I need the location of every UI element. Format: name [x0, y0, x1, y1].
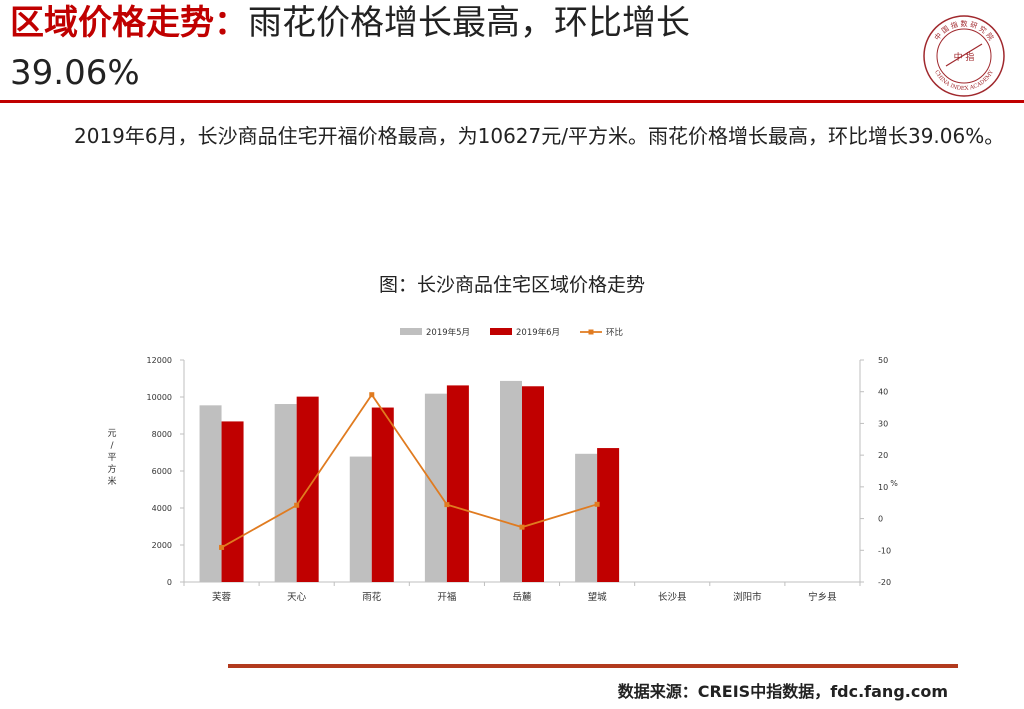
y2-tick-label: 30	[878, 419, 888, 428]
x-tick-label: 雨花	[362, 591, 382, 603]
y-tick-label: 8000	[152, 430, 172, 439]
title-divider	[0, 100, 1024, 103]
bar-may	[274, 404, 297, 582]
y-tick-label: 2000	[152, 541, 172, 550]
y-axis-label-char: /	[110, 441, 114, 451]
data-source: 数据来源：CREIS中指数据，fdc.fang.com	[617, 682, 948, 701]
y-axis-label-char: 平	[107, 452, 116, 463]
x-tick-label: 芙蓉	[212, 591, 232, 603]
y-tick-label: 12000	[147, 356, 172, 365]
y-axis-label-char: 方	[107, 463, 116, 475]
page-title-rest: 雨花价格增长最高，环比增长	[248, 3, 690, 43]
x-tick-label: 望城	[588, 591, 608, 603]
bar-may	[500, 380, 522, 582]
china-index-academy-logo: 中 国 指 数 研 究 院 CHINA INDEX ACADEMY 中 指	[923, 15, 1005, 97]
y-tick-label: 4000	[152, 504, 172, 513]
legend-label: 2019年5月	[426, 327, 470, 338]
mom-change-point	[519, 524, 525, 530]
mom-change-point	[444, 502, 450, 508]
y-axis-label-char: 元	[107, 429, 116, 439]
page-title-highlight: 区域价格走势：	[10, 3, 248, 43]
bar-may	[349, 456, 372, 582]
y2-tick-label: 50	[878, 356, 888, 365]
mom-change-line	[221, 393, 598, 549]
bar-may	[575, 453, 598, 582]
y-tick-label: 0	[167, 578, 172, 587]
mom-change-point	[594, 501, 600, 507]
x-tick-label: 浏阳市	[733, 591, 762, 603]
bar-june	[522, 386, 544, 582]
chart-title: 图：长沙商品住宅区域价格走势	[378, 274, 645, 296]
bar-may	[199, 405, 222, 582]
mom-change-point	[294, 502, 300, 508]
footer-divider	[228, 664, 958, 668]
y2-tick-label: 0	[878, 515, 883, 524]
bar-june	[221, 421, 244, 582]
y-axis-label-char: 米	[107, 475, 116, 487]
x-tick-label: 开福	[437, 591, 456, 603]
mom-change-point	[369, 392, 375, 398]
y2-tick-label: 40	[878, 388, 888, 397]
y2-axis-label: %	[890, 479, 898, 488]
legend-label: 环比	[606, 327, 623, 338]
mom-change-point	[219, 544, 225, 550]
y-tick-label: 10000	[147, 393, 172, 402]
summary-paragraph: 2019年6月，长沙商品住宅开福价格最高，为10627元/平方米。雨花价格增长最…	[74, 124, 1005, 148]
x-tick-label: 长沙县	[658, 591, 687, 603]
bar-june	[597, 448, 620, 582]
x-tick-label: 宁乡县	[808, 591, 837, 603]
y2-tick-label: 20	[878, 451, 888, 460]
y2-tick-label: -10	[878, 546, 891, 555]
legend-swatch	[400, 328, 422, 335]
y2-tick-label: -20	[878, 578, 891, 587]
y2-tick-label: 10	[878, 483, 888, 492]
y-tick-label: 6000	[152, 467, 172, 476]
x-tick-label: 岳麓	[512, 591, 532, 603]
legend-label: 2019年6月	[516, 327, 560, 338]
legend-marker	[588, 329, 594, 335]
page-title-line2: 39.06%	[10, 53, 140, 93]
bar-june	[371, 407, 394, 582]
logo-center-text: 中 指	[954, 51, 975, 63]
bar-june	[446, 385, 469, 582]
page-title: 区域价格走势：雨花价格增长最高，环比增长	[10, 2, 690, 44]
x-tick-label: 天心	[287, 592, 307, 603]
legend-swatch	[490, 328, 512, 335]
price-trend-chart: 0 2000 4000 6000 8000 10000 12000 -20 -10 0 10 20 30…	[107, 327, 898, 603]
